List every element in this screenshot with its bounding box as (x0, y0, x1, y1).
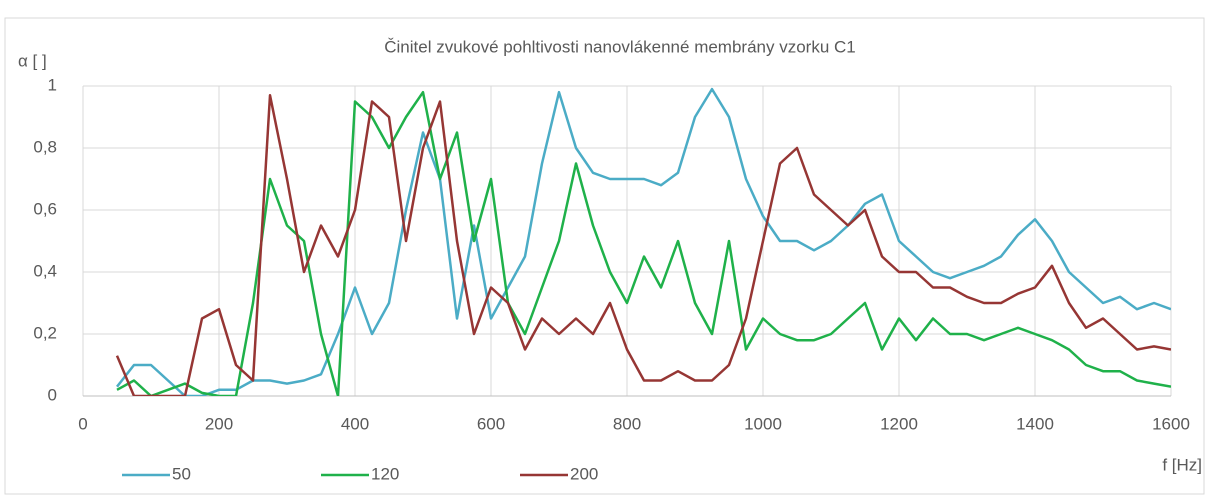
y-tick-label: 0,8 (33, 137, 57, 156)
x-tick-label: 1400 (1016, 414, 1054, 433)
y-tick-label: 0,4 (33, 261, 57, 280)
y-tick-label: 0,6 (33, 199, 57, 218)
y-tick-label: 0 (48, 385, 57, 404)
x-tick-label: 1000 (744, 414, 782, 433)
legend-label: 50 (172, 464, 191, 483)
y-tick-label: 1 (48, 75, 57, 94)
series-line (116, 87, 1171, 396)
x-tick-label: 600 (477, 414, 505, 433)
chart-title: Činitel zvukové pohltivosti nanovlákenné… (384, 37, 856, 56)
series-line (116, 90, 1171, 396)
y-tick-label: 0,2 (33, 323, 57, 342)
x-tick-label: 400 (341, 414, 369, 433)
x-tick-label: 200 (205, 414, 233, 433)
x-tick-label: 0 (78, 414, 87, 433)
y-axis-label: α [ ] (18, 51, 47, 70)
x-tick-label: 800 (613, 414, 641, 433)
x-tick-label: 1200 (880, 414, 918, 433)
series-line (115, 94, 1171, 396)
legend-label: 120 (371, 464, 399, 483)
x-tick-label: 1600 (1152, 414, 1190, 433)
legend-label: 200 (570, 464, 598, 483)
x-axis-label: f [Hz] (1162, 455, 1202, 474)
